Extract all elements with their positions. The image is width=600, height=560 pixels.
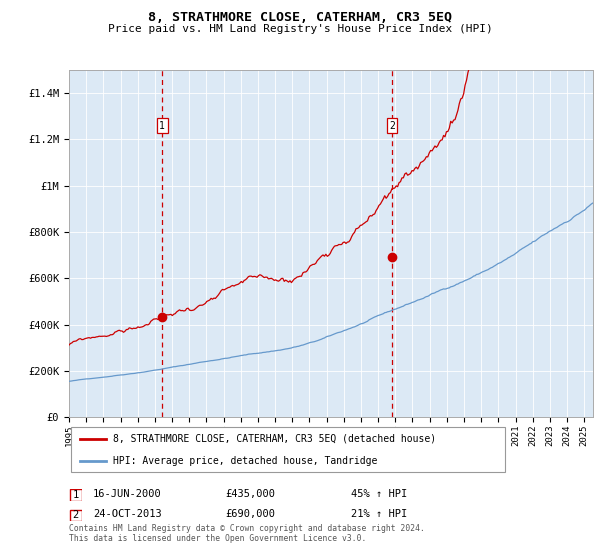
Text: £435,000: £435,000 [225, 489, 275, 499]
Text: 24-OCT-2013: 24-OCT-2013 [93, 509, 162, 519]
Text: 2: 2 [389, 120, 395, 130]
Text: 1: 1 [73, 490, 79, 500]
Text: £690,000: £690,000 [225, 509, 275, 519]
Text: 16-JUN-2000: 16-JUN-2000 [93, 489, 162, 499]
Text: 45% ↑ HPI: 45% ↑ HPI [351, 489, 407, 499]
FancyBboxPatch shape [71, 427, 505, 472]
Text: 8, STRATHMORE CLOSE, CATERHAM, CR3 5EQ (detached house): 8, STRATHMORE CLOSE, CATERHAM, CR3 5EQ (… [113, 434, 436, 444]
Text: 1: 1 [160, 120, 165, 130]
Text: Contains HM Land Registry data © Crown copyright and database right 2024.
This d: Contains HM Land Registry data © Crown c… [69, 524, 425, 543]
Text: Price paid vs. HM Land Registry's House Price Index (HPI): Price paid vs. HM Land Registry's House … [107, 24, 493, 34]
Text: 21% ↑ HPI: 21% ↑ HPI [351, 509, 407, 519]
FancyBboxPatch shape [70, 489, 82, 501]
Text: HPI: Average price, detached house, Tandridge: HPI: Average price, detached house, Tand… [113, 456, 377, 466]
FancyBboxPatch shape [70, 510, 82, 521]
Text: 2: 2 [73, 510, 79, 520]
Text: 8, STRATHMORE CLOSE, CATERHAM, CR3 5EQ: 8, STRATHMORE CLOSE, CATERHAM, CR3 5EQ [148, 11, 452, 24]
